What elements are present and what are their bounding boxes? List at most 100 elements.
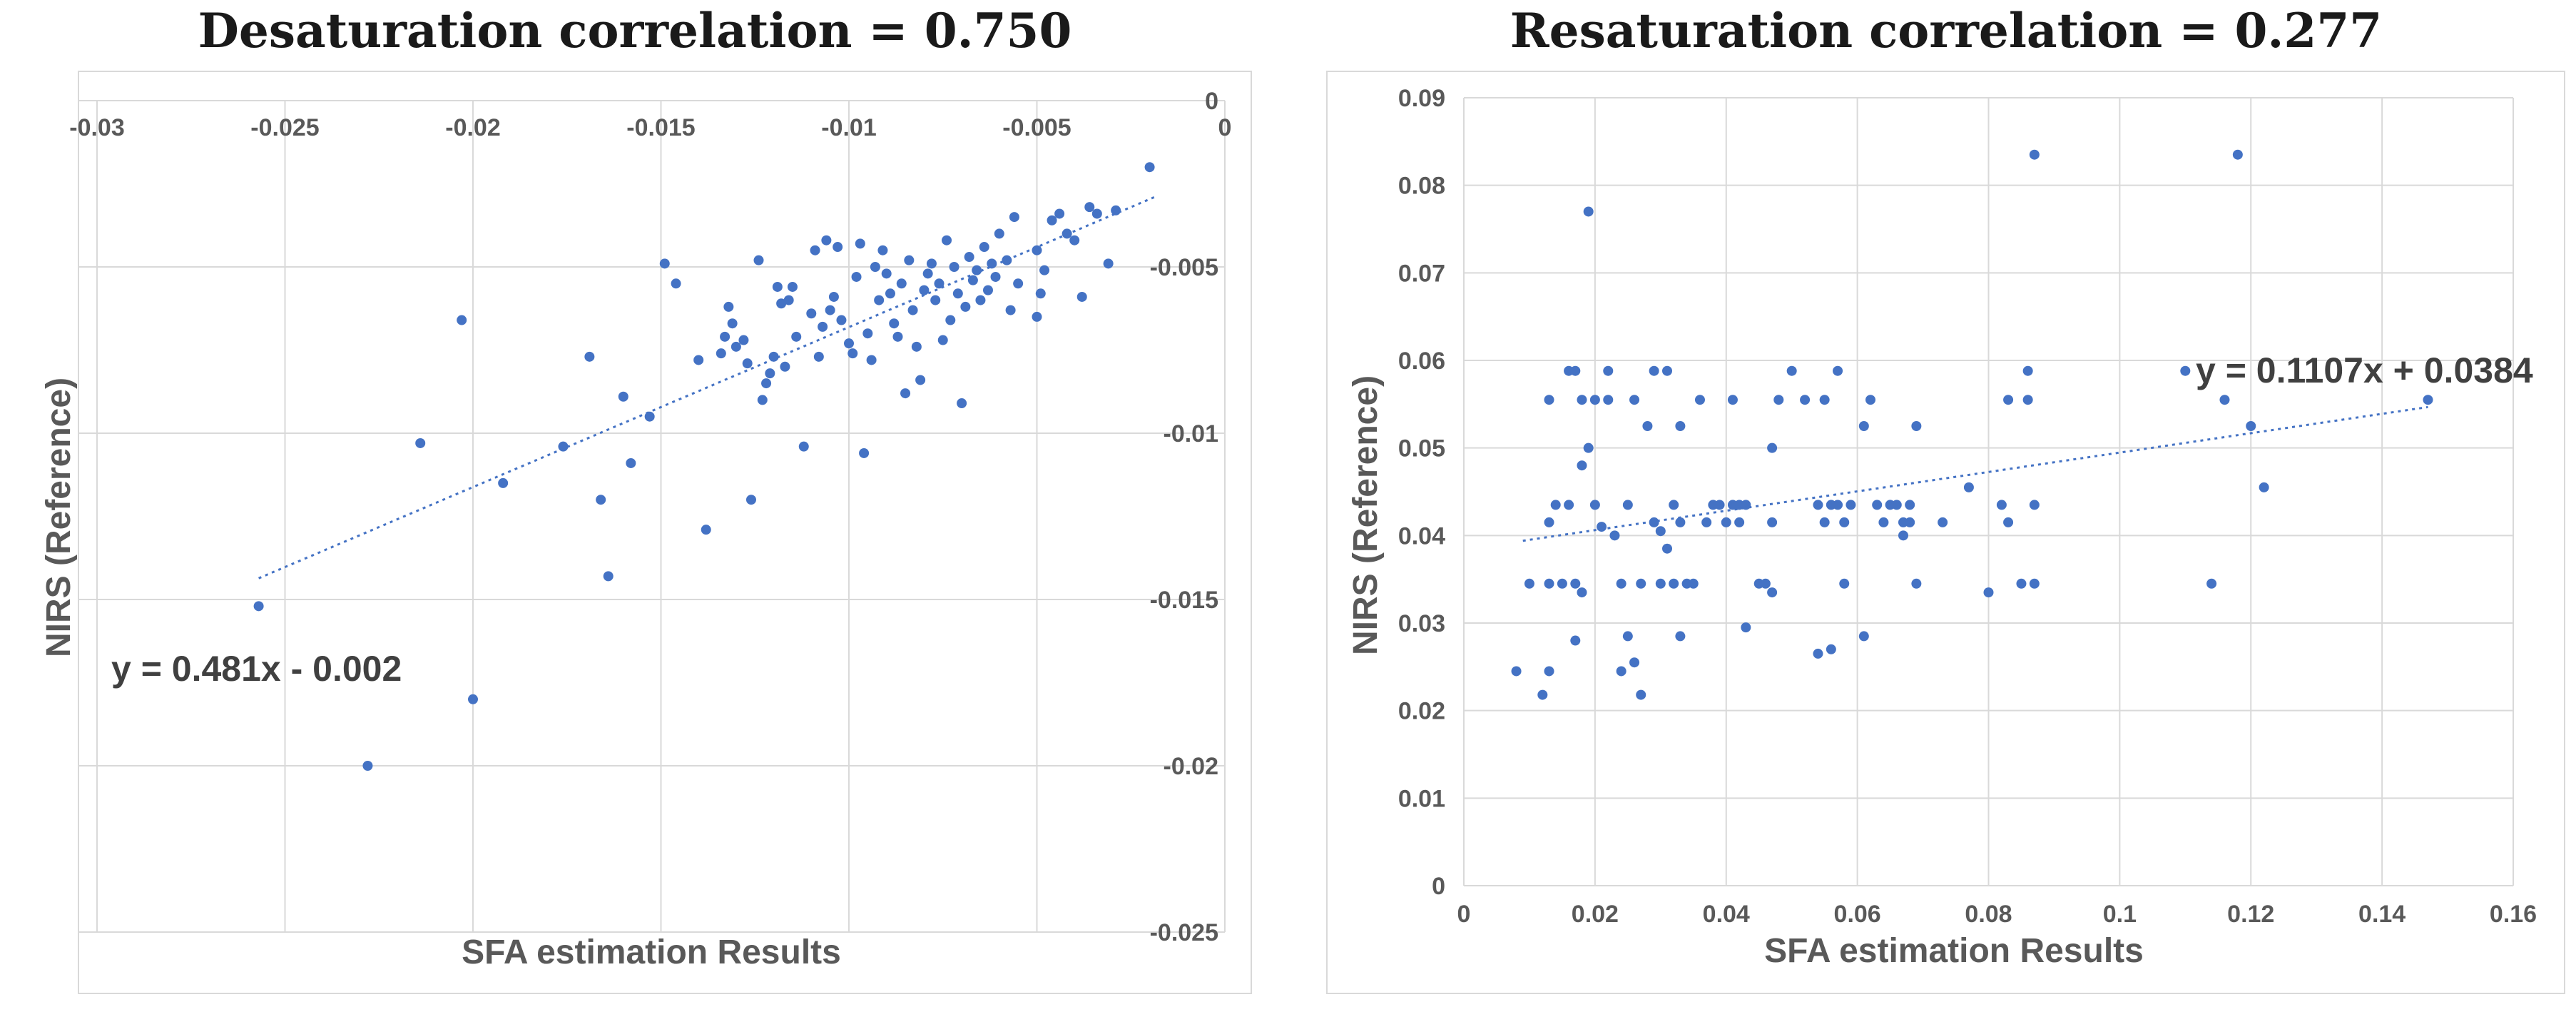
data-point [1054,208,1065,219]
data-point [1622,500,1633,510]
data-point [1813,648,1823,659]
data-point [1069,235,1080,246]
x-tick-label: -0.025 [250,114,319,141]
x-tick-label: 0.04 [1703,901,1750,928]
y-tick-label: -0.01 [1164,420,1219,447]
data-point [1544,395,1554,405]
data-point [1009,212,1019,223]
data-point [1609,530,1620,541]
data-point [847,348,858,359]
data-point [900,388,911,399]
data-point [1076,291,1087,302]
desaturation-chart-title: Desaturation correlation = 0.750 [198,3,1072,59]
data-point [1938,517,1948,527]
data-point [2022,395,2033,405]
data-point [783,295,794,305]
desaturation-gridlines [78,100,1226,933]
data-point [1084,202,1095,213]
data-point [1616,578,1626,589]
data-point [1642,421,1653,431]
data-point [2259,482,2269,492]
y-tick-label: 0 [1205,88,1218,115]
data-point [738,335,749,345]
data-point [870,262,880,272]
data-point [1589,500,1600,510]
data-point [1039,265,1050,275]
data-point [1002,255,1012,265]
data-point [1826,644,1836,654]
data-point [1103,258,1114,269]
data-point [960,301,971,312]
data-point [1819,517,1830,527]
data-point [1905,500,1915,510]
data-point [2003,395,2014,405]
data-point [2029,500,2040,510]
data-point [1675,421,1686,431]
data-point [1983,587,1994,598]
data-point [671,278,681,289]
data-point [1675,517,1686,527]
data-point [1111,205,1121,216]
data-point [742,358,753,369]
data-point [1570,365,1581,376]
resaturation-x-tick-labels: 0 0.02 0.04 0.06 0.08 0.1 0.12 0.14 0.16 [1457,901,2537,928]
data-point [1767,442,1778,453]
data-point [727,318,738,329]
data-point [1833,500,1843,510]
data-point [2206,578,2217,589]
data-point [1688,578,1699,589]
data-point [776,298,787,309]
data-point [836,315,847,325]
data-point [1091,208,1102,219]
data-point [1144,162,1155,173]
data-point [1891,500,1902,510]
data-point [1636,578,1646,589]
data-point [1636,689,1646,700]
data-point [716,348,726,359]
data-point [1557,578,1567,589]
data-point [1767,517,1778,527]
data-point [972,265,982,275]
data-point [1649,365,1659,376]
data-point [825,305,835,315]
x-tick-label: -0.005 [1002,114,1071,141]
x-tick-label: 0.06 [1834,901,1881,928]
data-point [1839,517,1850,527]
data-point [1813,500,1823,510]
data-point [2232,149,2243,160]
y-tick-label: 0.07 [1398,260,1445,287]
data-point [1047,215,1057,226]
data-point [798,441,809,452]
data-point [1013,278,1024,289]
desaturation-x-tick-labels: -0.03 -0.025 -0.02 -0.015 -0.01 -0.005 0 [69,114,1231,141]
data-point [765,368,775,379]
data-point [1662,365,1673,376]
data-point [813,351,824,362]
data-point [618,391,628,402]
data-point [2029,578,2040,589]
data-point [919,285,930,295]
data-point [1773,395,1784,405]
resaturation-trendline [1522,405,2428,542]
data-point [855,238,865,249]
data-point [2180,365,2191,376]
data-point [2003,517,2014,527]
desaturation-chart-frame [78,71,1252,994]
data-point [904,255,915,265]
data-point [768,351,779,362]
data-point [1878,517,1889,527]
data-point [644,411,655,422]
data-point [1629,657,1640,668]
data-point [362,761,373,771]
data-point [1839,578,1850,589]
data-point [2016,578,2027,589]
data-point [1741,500,1751,510]
y-tick-label: -0.025 [1150,919,1218,946]
data-point [957,398,967,409]
data-point [468,694,478,704]
data-point [723,301,734,312]
data-point [457,315,467,325]
data-point [780,361,790,372]
data-point [874,295,885,305]
resaturation-gridlines [1463,97,2514,886]
